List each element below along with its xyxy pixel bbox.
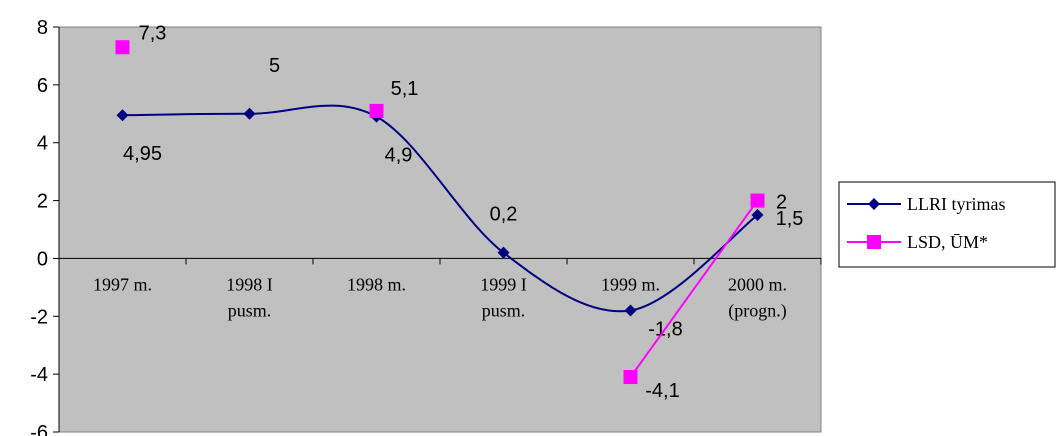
y-tick-label: -6 (30, 422, 48, 436)
x-tick-label: 1997 m. (93, 274, 152, 294)
x-tick-label: 2000 m. (progn.) (728, 274, 787, 321)
series-2: 7,3 5,1 -4,1 2 (115, 22, 787, 402)
data-point (116, 109, 129, 122)
y-tick-label: 4 (37, 133, 48, 155)
data-point (623, 370, 638, 385)
x-tick-label: 1998 m. (347, 274, 406, 294)
data-label: 4,9 (385, 145, 413, 167)
legend-item: LSD, ŪM* (847, 232, 988, 252)
y-axis: 8 6 4 2 0 -2 -4 -6 (30, 17, 60, 436)
data-label: 1,5 (776, 208, 804, 230)
y-tick-label: 8 (37, 17, 48, 39)
y-tick-label: -2 (30, 306, 48, 328)
data-label: 5 (269, 55, 280, 77)
y-tick-label: -4 (30, 364, 48, 386)
data-point (243, 107, 256, 120)
data-label: 5,1 (391, 78, 419, 100)
data-point (369, 103, 384, 118)
legend-label: LSD, ŪM* (907, 232, 988, 252)
y-tick-label: 6 (37, 75, 48, 97)
data-point (624, 304, 637, 317)
plot-area (58, 26, 822, 433)
data-label: 4,95 (123, 143, 162, 165)
data-label: 7,3 (139, 22, 167, 44)
y-tick-label: 2 (37, 191, 48, 213)
data-label: -4,1 (645, 380, 679, 402)
data-point (751, 209, 764, 222)
series-line (122, 104, 759, 313)
data-point (750, 193, 765, 208)
x-tick-label: 1999 m. (601, 274, 660, 294)
legend-label: LLRI tyrimas (907, 194, 1005, 214)
legend-box (838, 181, 1056, 268)
series-line-segment (629, 199, 759, 378)
data-point (115, 40, 130, 55)
legend-marker (867, 235, 881, 249)
y-tick-label: 0 (37, 248, 48, 270)
legend: LLRI tyrimas LSD, ŪM* (838, 181, 1056, 268)
data-point (497, 246, 510, 259)
data-label: 0,2 (490, 204, 518, 226)
legend-marker (868, 198, 880, 210)
data-label: 2 (776, 192, 787, 214)
legend-item: LLRI tyrimas (847, 194, 1005, 214)
